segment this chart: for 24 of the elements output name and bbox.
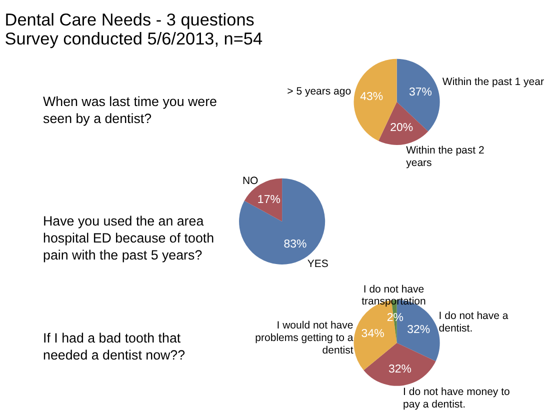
text: When was last time you were seen by a dentist? — [43, 94, 217, 126]
pie-slice — [378, 102, 428, 145]
slice-label: Within the past 1 year — [442, 76, 544, 88]
slice-label: > 5 years ago — [287, 86, 352, 98]
data-label: 32% — [388, 363, 412, 376]
text: Survey conducted 5/6/2013, n=54 — [4, 28, 263, 49]
pie-slice — [244, 178, 282, 222]
text: If I had a bad tooth that needed a dentist now?? — [43, 330, 186, 363]
slice-label: I would not have problems getting to a dentist — [255, 320, 354, 356]
slice-label: Within the past 2 years — [406, 144, 484, 170]
text: Have you used the an area hospital ED because of tooth pain with the past 5 years? — [43, 213, 214, 263]
pie-slice — [364, 342, 436, 386]
data-label: 32% — [407, 324, 430, 336]
data-label: 17% — [257, 194, 280, 206]
data-label: 43% — [360, 91, 384, 104]
slice-label: I do not have money to pay a dentist. — [403, 386, 510, 411]
data-label: 20% — [390, 122, 414, 134]
data-label: 83% — [284, 238, 307, 250]
text: Dental Care Needs - 3 questions — [4, 9, 254, 30]
slice-label: YES — [307, 258, 328, 270]
slice-label: NO — [242, 174, 258, 187]
slice-label: I do not have a dentist. — [438, 310, 508, 335]
data-label: 37% — [409, 86, 432, 99]
data-label: 34% — [361, 328, 384, 340]
